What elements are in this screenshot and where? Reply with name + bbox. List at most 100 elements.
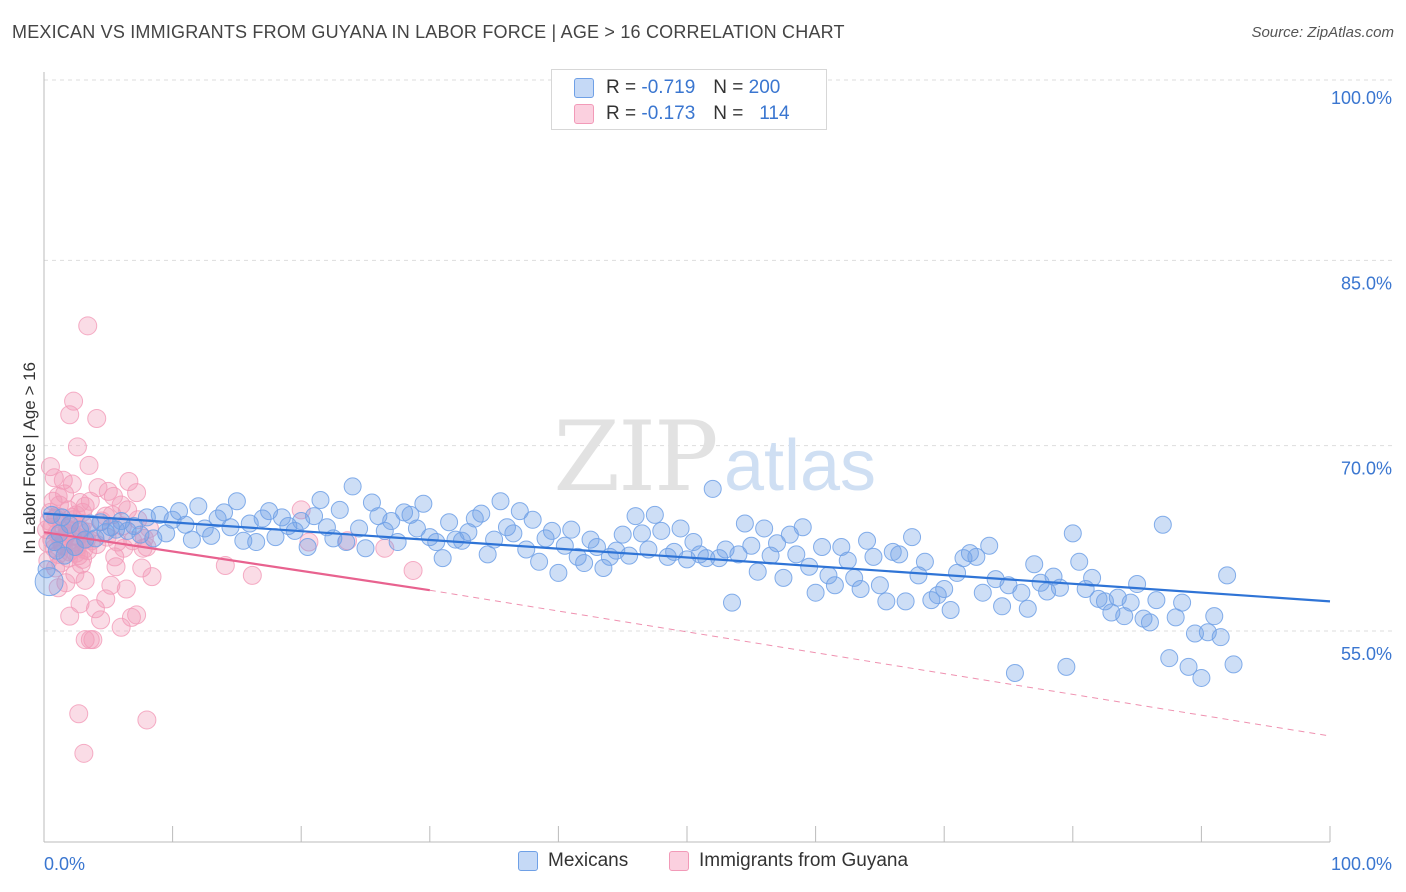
- trend-line-mexicans: [43, 512, 1331, 603]
- data-point-mexicans: [65, 537, 84, 556]
- data-point-mexicans: [1018, 599, 1037, 618]
- x-tick-label-max: 100.0%: [1331, 854, 1392, 874]
- data-point-guyana: [75, 630, 95, 650]
- data-point-mexicans: [813, 537, 832, 556]
- data-point-mexicans: [37, 560, 56, 579]
- legend-swatch-mexicans: [518, 851, 538, 871]
- data-point-mexicans: [1012, 583, 1031, 602]
- data-point-mexicans: [748, 562, 767, 581]
- data-point-mexicans: [382, 512, 401, 531]
- data-point-guyana: [75, 570, 95, 590]
- y-tick-label: 85.0%: [1341, 273, 1392, 293]
- data-point-mexicans: [189, 497, 208, 516]
- data-point-mexicans: [1205, 607, 1224, 626]
- data-point-mexicans: [1070, 552, 1089, 571]
- data-point-mexicans: [1083, 568, 1102, 587]
- data-point-mexicans: [825, 576, 844, 595]
- data-point-mexicans: [838, 551, 857, 570]
- data-point-guyana: [111, 617, 131, 637]
- data-point-guyana: [101, 575, 121, 595]
- data-point-mexicans: [896, 592, 915, 611]
- data-point-guyana: [119, 471, 139, 491]
- data-point-mexicans: [1185, 624, 1204, 643]
- data-point-mexicans: [1218, 566, 1237, 585]
- data-point-mexicans: [806, 583, 825, 602]
- data-point-guyana: [48, 486, 68, 506]
- data-point-mexicans: [53, 508, 72, 527]
- legend: Mexicans Immigrants from Guyana: [0, 850, 1406, 878]
- data-point-guyana: [127, 483, 147, 503]
- data-point-mexicans: [1063, 524, 1082, 543]
- data-point-mexicans: [330, 500, 349, 519]
- data-point-mexicans: [723, 593, 742, 612]
- axes: [43, 72, 1331, 843]
- data-point-guyana: [64, 391, 84, 411]
- data-point-mexicans: [903, 528, 922, 547]
- data-point-mexicans: [851, 579, 870, 598]
- y-tick-label: 55.0%: [1341, 644, 1392, 664]
- data-point-guyana: [116, 579, 136, 599]
- data-point-mexicans: [864, 547, 883, 566]
- data-point-mexicans: [870, 576, 889, 595]
- data-point-guyana: [121, 607, 141, 627]
- trend-line-guyana-extension: [429, 589, 1331, 737]
- data-point-mexicans: [1044, 567, 1063, 586]
- data-point-mexicans: [735, 514, 754, 533]
- data-point-mexicans: [234, 531, 253, 550]
- data-point-mexicans: [247, 533, 266, 552]
- legend-item-mexicans[interactable]: Mexicans: [518, 850, 628, 872]
- guyana-swatch: [574, 104, 594, 124]
- data-point-mexicans: [993, 597, 1012, 616]
- data-point-mexicans: [980, 536, 999, 555]
- y-tick-label: 100.0%: [1331, 88, 1392, 108]
- data-point-guyana: [91, 610, 111, 630]
- data-point-guyana: [299, 532, 319, 552]
- watermark: ZIP atlas: [553, 401, 876, 513]
- data-point-mexicans: [613, 525, 632, 544]
- data-point-mexicans: [215, 503, 234, 522]
- data-point-guyana: [79, 455, 99, 475]
- data-point-guyana: [88, 478, 108, 498]
- data-point-mexicans: [1192, 668, 1211, 687]
- data-point-mexicans: [729, 545, 748, 564]
- data-point-mexicans: [440, 513, 459, 532]
- data-point-mexicans: [935, 579, 954, 598]
- data-point-mexicans: [941, 600, 960, 619]
- source-label: Source: ZipAtlas.com: [1251, 24, 1394, 41]
- data-point-mexicans: [388, 533, 407, 552]
- x-tick-label-min: 0.0%: [44, 854, 85, 874]
- data-point-mexicans: [472, 504, 491, 523]
- legend-item-guyana[interactable]: Immigrants from Guyana: [669, 850, 908, 872]
- n-value-guyana: 114: [759, 103, 790, 124]
- data-point-guyana: [70, 594, 90, 614]
- data-point-guyana: [67, 437, 87, 457]
- data-point-guyana: [83, 630, 103, 650]
- data-point-mexicans: [298, 537, 317, 556]
- data-point-mexicans: [523, 510, 542, 529]
- data-point-mexicans: [356, 539, 375, 558]
- data-point-mexicans: [1224, 655, 1243, 674]
- y-axis-label: In Labor Force | Age > 16: [20, 362, 39, 554]
- data-point-mexicans: [858, 531, 877, 550]
- data-point-mexicans: [107, 520, 126, 539]
- data-point-guyana: [78, 316, 98, 336]
- data-point-guyana: [74, 743, 94, 763]
- data-point-mexicans: [407, 519, 426, 538]
- chart-title: MEXICAN VS IMMIGRANTS FROM GUYANA IN LAB…: [12, 22, 845, 42]
- data-point-mexicans: [562, 520, 581, 539]
- mexicans-swatch: [574, 78, 594, 98]
- trend-line-guyana: [43, 531, 430, 592]
- data-point-mexicans: [530, 552, 549, 571]
- data-point-guyana: [111, 495, 131, 515]
- correlation-legend: R = -0.719 N = 200 R = -0.173 N = 114: [551, 69, 827, 130]
- data-point-guyana: [40, 457, 60, 477]
- data-point-mexicans: [433, 549, 452, 568]
- data-point-mexicans: [1025, 555, 1044, 574]
- data-point-mexicans: [575, 554, 594, 573]
- data-point-mexicans: [549, 563, 568, 582]
- data-point-guyana: [53, 470, 73, 490]
- data-point-mexicans: [375, 521, 394, 540]
- data-point-mexicans: [253, 509, 272, 528]
- data-point-guyana: [69, 704, 89, 724]
